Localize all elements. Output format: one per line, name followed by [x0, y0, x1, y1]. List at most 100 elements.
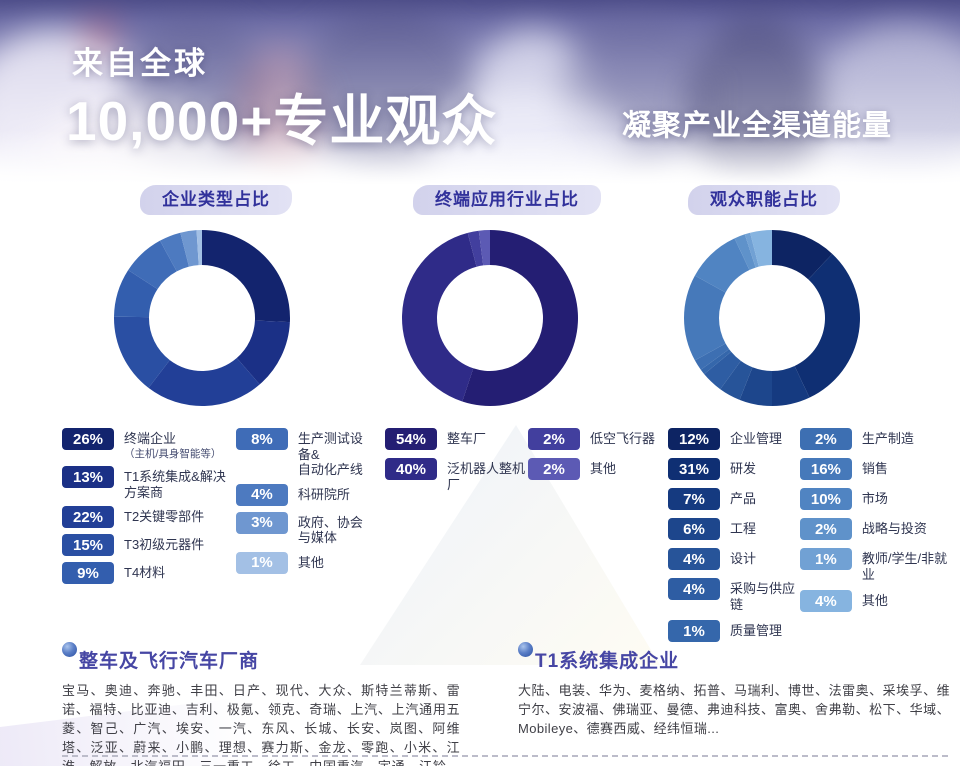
donut-segment — [128, 240, 177, 290]
legend-percent-badge: 9% — [62, 562, 114, 585]
legend-percent-badge: 2% — [528, 458, 580, 480]
donut-segment — [114, 270, 158, 318]
legend-item: 40% 泛机器人整机厂 — [385, 458, 528, 492]
legend-label: 市场 — [861, 491, 888, 506]
donut-segment — [772, 365, 810, 406]
legend-label: 低空飞行器 — [590, 431, 656, 446]
chart-title: 企业类型占比 — [140, 185, 292, 215]
legend-label: 工程 — [730, 521, 757, 536]
legend-percent-badge: 22% — [62, 506, 114, 529]
legend-item: 12% 企业管理 — [668, 428, 800, 450]
section-title: T1系统集成企业 — [535, 651, 680, 672]
legend-percent-badge: 13% — [62, 466, 114, 489]
legend-item: 4% 科研院所 — [235, 483, 372, 506]
donut-segment — [236, 320, 290, 385]
donut-segment — [704, 351, 741, 390]
legend-item: 8% 生产测试设备& 自动化产线 — [235, 428, 372, 478]
legend-item: 9% T4材料 — [62, 562, 236, 585]
hero-title: 10,000+专业观众 — [66, 90, 498, 152]
sphere-bullet-icon — [62, 642, 77, 657]
donut-segment — [720, 360, 753, 400]
legend-column: 54% 整车厂 40% 泛机器人整机厂 — [385, 428, 528, 492]
legend-item: 2% 生产制造 — [799, 428, 960, 450]
legend-item: 1% 教师/学生/非就业 — [799, 548, 960, 582]
legend-label: 其他 — [590, 461, 617, 476]
legend-item: 13% T1系统集成&解决方案商 — [62, 466, 236, 500]
donut-segment — [402, 232, 477, 402]
legend-percent-badge: 2% — [799, 428, 852, 450]
donut-segment — [700, 349, 732, 375]
legend-percent-badge: 4% — [668, 578, 720, 600]
donut-segment — [478, 230, 490, 266]
legend-label: 战略与投资 — [861, 521, 927, 536]
section-body: 宝马、奥迪、奔驰、丰田、日产、现代、大众、斯特兰蒂斯、雷诺、福特、比亚迪、吉利、… — [62, 683, 460, 766]
legend-percent-badge: 1% — [799, 548, 852, 570]
donut-segment — [202, 230, 290, 323]
legend-percent-badge: 1% — [668, 620, 720, 643]
legend-column: 26% 终端企业 （主机/具身智能等） 13% T1系统集成&解决方案商 22% T2关键零… — [62, 428, 236, 585]
legend-label: T1系统集成&解决方案商 — [124, 469, 226, 500]
legend-percent-badge: 7% — [668, 488, 720, 510]
legend-item: 10% 市场 — [799, 488, 960, 510]
legend-item: 7% 产品 — [668, 488, 800, 510]
legend-label: 生产制造 — [861, 431, 914, 446]
donut-segment — [114, 316, 170, 388]
section-body: 大陆、电装、华为、麦格纳、拓普、马瑞利、博世、法雷奥、采埃孚、维宁尔、安波福、佛… — [518, 683, 950, 736]
legend-item: 6% 工程 — [668, 518, 800, 540]
donut-segment — [180, 230, 199, 267]
legend-percent-badge: 26% — [62, 428, 114, 450]
legend-label: T2关键零部件 — [124, 509, 205, 525]
legend-label: 企业管理 — [730, 431, 783, 446]
donut-segment — [467, 230, 484, 267]
sphere-bullet-icon — [518, 642, 533, 657]
chart-application-industry: 终端应用行业占比 54% 整车厂 40% 泛机器人整机厂 2% 低空飞行器 2% 其他 — [373, 185, 663, 645]
chart-legend: 12% 企业管理 31% 研发 7% 产品 6% 工程 4% 设计 4% 采购与供应链 1% 质量管理 2… — [668, 428, 960, 643]
legend-label: 销售 — [861, 461, 888, 476]
donut-segment — [159, 232, 189, 272]
legend-label: 整车厂 — [447, 431, 487, 446]
legend-percent-badge: 2% — [799, 518, 852, 540]
legend-column: 2% 生产制造 16% 销售 10% 市场 2% 战略与投资 1% 教师/学生/非就业 4% 其他 — [799, 428, 960, 642]
legend-label: 其他 — [297, 554, 324, 570]
dashed-divider — [62, 755, 948, 757]
legend-item: 2% 战略与投资 — [799, 518, 960, 540]
legend-percent-badge: 4% — [799, 590, 852, 613]
legend-item: 4% 采购与供应链 — [668, 578, 800, 612]
legend-label: 政府、协会 与媒体 — [297, 514, 363, 546]
donut-segment — [750, 230, 772, 267]
hero-banner: 来自全球 10,000+专业观众 凝聚产业全渠道能量 — [0, 0, 960, 185]
legend-label: 终端企业 （主机/具身智能等） — [124, 431, 222, 460]
donut-chart — [684, 230, 860, 406]
legend-percent-badge: 8% — [235, 428, 288, 450]
legend-label: 泛机器人整机厂 — [447, 461, 526, 492]
chart-title: 终端应用行业占比 — [413, 185, 601, 215]
donut-segment — [684, 275, 726, 361]
crowd-blob — [80, 14, 120, 54]
legend-item: 26% 终端企业 （主机/具身智能等） — [62, 428, 236, 460]
donut-segment — [739, 367, 772, 406]
legend-label: T3初级元器件 — [124, 537, 205, 553]
legend-item: 2% 低空飞行器 — [528, 428, 655, 450]
legend-percent-badge: 12% — [668, 428, 720, 450]
section-title: 整车及飞行汽车厂商 — [79, 651, 260, 672]
legend-label: 采购与供应链 — [730, 581, 796, 612]
donut-segment — [462, 230, 578, 406]
donut-segment — [694, 238, 750, 293]
legend-label: 产品 — [730, 491, 757, 506]
hero-subtitle: 来自全球 — [72, 46, 208, 81]
chart-visitor-function: 观众职能占比 12% 企业管理 31% 研发 7% 产品 6% 工程 4% 设计 4% 采购与供应链 1… — [660, 185, 960, 645]
legend-item: 54% 整车厂 — [385, 428, 528, 450]
crowd-blob — [688, 15, 823, 185]
legend-sublabel: （主机/具身智能等） — [124, 447, 222, 460]
legend-percent-badge: 3% — [235, 511, 288, 534]
legend-item: 4% 设计 — [668, 548, 800, 570]
donut-segment — [734, 234, 756, 271]
donut-segment — [196, 230, 202, 266]
legend-percent-badge: 1% — [235, 551, 288, 574]
legend-label: 科研院所 — [297, 486, 350, 502]
donut-segment — [148, 358, 260, 406]
legend-label: T4材料 — [124, 565, 166, 581]
donut-chart — [402, 230, 578, 406]
legend-percent-badge: 10% — [799, 488, 852, 510]
